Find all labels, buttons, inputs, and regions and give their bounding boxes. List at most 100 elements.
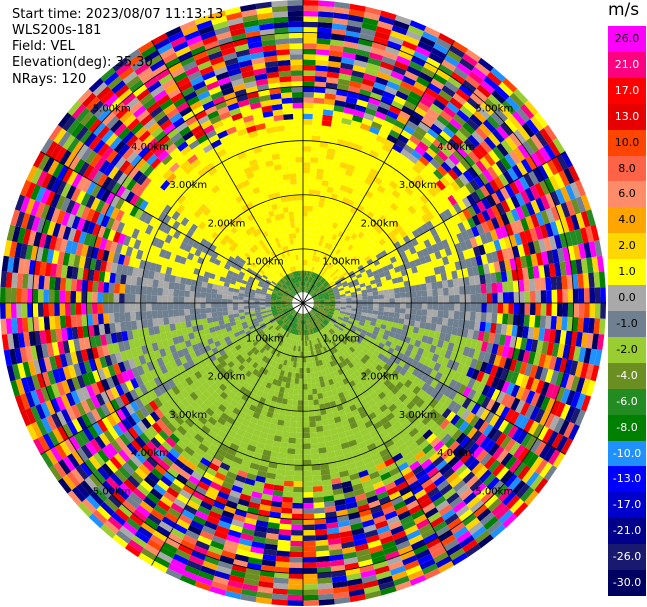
velocity-gate <box>494 366 504 379</box>
velocity-gate <box>402 75 416 87</box>
velocity-gate <box>348 158 358 167</box>
velocity-gate <box>366 258 374 266</box>
velocity-gate <box>293 475 303 482</box>
velocity-gate <box>306 221 312 228</box>
velocity-gate <box>513 232 523 246</box>
velocity-gate <box>438 332 446 341</box>
velocity-gate <box>309 289 314 295</box>
velocity-gate <box>315 239 320 246</box>
velocity-gate <box>468 275 476 286</box>
velocity-gate <box>399 308 406 314</box>
velocity-gate <box>586 380 596 397</box>
velocity-gate <box>351 171 361 180</box>
velocity-gate <box>303 173 310 179</box>
velocity-gate <box>335 242 342 249</box>
velocity-gate <box>487 132 501 147</box>
velocity-gate <box>366 313 373 318</box>
velocity-gate <box>550 206 561 222</box>
velocity-gate <box>516 161 528 176</box>
velocity-gate <box>552 451 566 469</box>
velocity-gate <box>288 578 303 585</box>
velocity-gate <box>519 361 528 375</box>
velocity-gate <box>491 429 503 443</box>
velocity-gate <box>502 281 509 293</box>
velocity-gate <box>459 311 466 320</box>
velocity-gate <box>379 61 395 71</box>
velocity-gate <box>311 284 316 290</box>
velocity-gate <box>409 135 421 146</box>
velocity-gate <box>513 291 520 303</box>
velocity-gate <box>370 121 383 130</box>
velocity-gate <box>594 240 603 257</box>
velocity-gate <box>394 233 403 242</box>
velocity-gate <box>342 271 349 277</box>
velocity-gate <box>315 534 328 541</box>
velocity-gate <box>200 313 207 320</box>
velocity-gate <box>565 374 575 390</box>
velocity-gate <box>303 227 307 233</box>
velocity-gate <box>470 338 478 350</box>
velocity-gate <box>397 194 407 204</box>
velocity-gate <box>378 328 386 335</box>
velocity-gate <box>369 168 379 177</box>
velocity-gate <box>525 338 533 352</box>
velocity-gate <box>410 192 420 202</box>
velocity-gate <box>439 110 453 123</box>
velocity-gate <box>539 410 551 426</box>
velocity-gate <box>337 250 344 257</box>
velocity-gate <box>479 321 486 332</box>
velocity-gate <box>284 469 295 476</box>
velocity-gate <box>560 217 570 233</box>
velocity-gate <box>469 284 476 295</box>
velocity-gate <box>543 465 558 482</box>
velocity-gate <box>336 328 343 334</box>
velocity-gate <box>333 268 340 275</box>
velocity-gate <box>534 366 544 380</box>
velocity-gate <box>461 196 472 209</box>
velocity-gate <box>146 318 154 328</box>
velocity-gate <box>529 278 536 292</box>
velocity-gate <box>430 274 437 283</box>
velocity-gate <box>431 281 438 290</box>
velocity-gate <box>37 303 44 317</box>
velocity-gate <box>432 288 439 297</box>
velocity-gate <box>552 137 566 155</box>
velocity-gate <box>485 342 494 354</box>
velocity-gate <box>394 138 407 149</box>
velocity-gate <box>378 294 385 300</box>
velocity-gate <box>359 318 366 324</box>
velocity-gate <box>519 190 531 204</box>
velocity-gate <box>345 265 352 272</box>
velocity-gate <box>339 184 348 192</box>
velocity-gate <box>318 308 324 311</box>
velocity-gate <box>173 303 179 310</box>
velocity-gate <box>289 562 303 569</box>
velocity-gate <box>447 76 463 89</box>
velocity-gate <box>518 314 525 327</box>
velocity-gate <box>303 421 310 428</box>
velocity-gate <box>21 288 28 303</box>
velocity-gate <box>451 191 462 203</box>
velocity-gate <box>407 273 415 281</box>
velocity-gate <box>516 430 528 445</box>
velocity-gate <box>491 129 505 143</box>
velocity-gate <box>465 75 481 89</box>
velocity-gate <box>582 273 590 289</box>
velocity-gate <box>280 441 289 449</box>
velocity-gate <box>425 220 435 230</box>
velocity-gate <box>54 289 60 303</box>
velocity-gate <box>564 405 576 422</box>
velocity-gate <box>583 242 592 259</box>
velocity-gate <box>309 254 314 261</box>
velocity-gate <box>393 119 406 130</box>
velocity-gate <box>364 255 372 262</box>
velocity-gate <box>509 458 522 474</box>
velocity-gate <box>520 432 533 448</box>
velocity-gate <box>324 260 330 267</box>
velocity-gate <box>412 326 420 334</box>
velocity-gate <box>304 265 307 271</box>
velocity-gate <box>403 226 412 236</box>
velocity-gate <box>312 278 317 285</box>
velocity-gate <box>392 65 407 76</box>
velocity-gate <box>419 194 430 205</box>
